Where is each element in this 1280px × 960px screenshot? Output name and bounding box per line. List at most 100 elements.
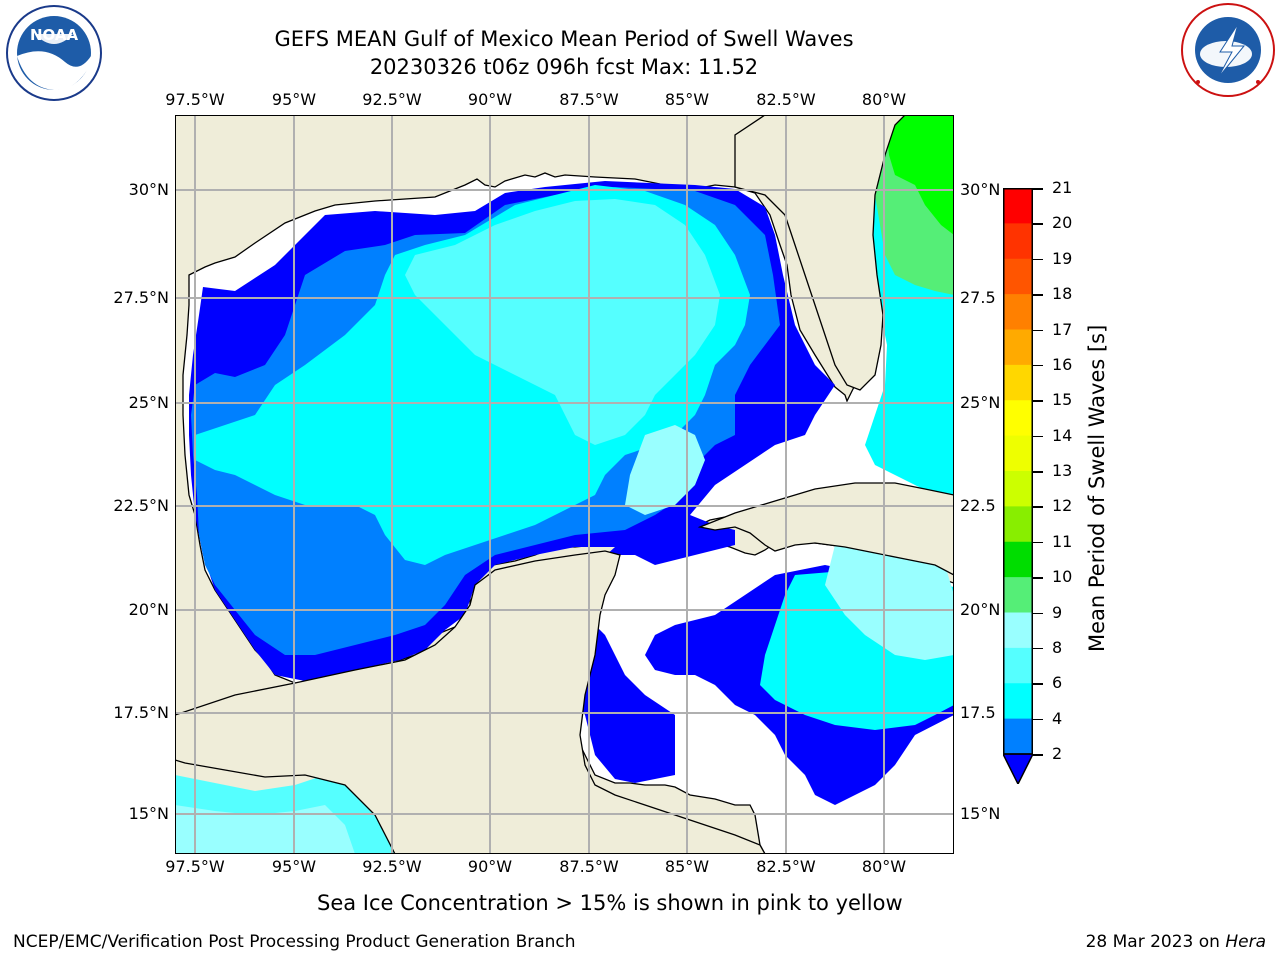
colorbar-extension: [1001, 753, 1035, 786]
gulf-swell-period-map: [175, 115, 954, 854]
colorbar-tick: [1033, 188, 1043, 190]
colorbar-bin: [1003, 329, 1033, 366]
colorbar-tick-label: 21: [1052, 178, 1073, 197]
colorbar-tick: [1033, 400, 1043, 402]
colorbar-tick-label: 8: [1052, 637, 1063, 657]
colorbar-bin: [1003, 718, 1033, 755]
colorbar-bin: [1003, 541, 1033, 578]
colorbar-tick: [1033, 364, 1043, 367]
colorbar-bin: [1003, 612, 1033, 649]
colorbar-tick: [1033, 541, 1043, 544]
colorbar-tick-label: 4: [1052, 708, 1063, 728]
colorbar-tick-label: 9: [1052, 602, 1063, 622]
lat-tick-label: 27.5: [960, 288, 996, 307]
colorbar-bin: [1003, 223, 1033, 260]
colorbar-tick: [1033, 506, 1043, 508]
colorbar-tick-label: 6: [1052, 673, 1063, 693]
colorbar-bin: [1003, 435, 1033, 472]
lon-tick-label: 97.5°W: [165, 90, 225, 109]
lon-tick-label: 87.5°W: [559, 90, 619, 109]
lat-tick-label: 20°N: [960, 600, 1001, 619]
lon-tick-label: 90°W: [467, 857, 513, 876]
colorbar-tick: [1033, 683, 1043, 685]
colorbar-tick: [1033, 612, 1043, 614]
lon-tick-label: 82.5°W: [756, 857, 816, 876]
lat-tick-label: 15°N: [128, 804, 169, 823]
colorbar-bin: [1003, 577, 1033, 613]
lon-tick-label: 85°W: [664, 857, 710, 876]
colorbar-tick-label: 19: [1052, 248, 1073, 268]
lat-tick-label: 22.5°N: [113, 496, 169, 515]
lon-tick-label: 87.5°W: [559, 857, 619, 876]
colorbar-bin: [1003, 188, 1033, 224]
colorbar-tick-label: 2: [1052, 744, 1063, 763]
contour-8-9s: [405, 199, 720, 445]
colorbar-tick-label: 14: [1052, 425, 1073, 445]
lat-tick-label: 20°N: [128, 600, 169, 619]
lat-tick-label: 30°N: [960, 180, 1001, 199]
nws-logo: [1181, 3, 1275, 97]
colorbar-bin: [1003, 258, 1033, 295]
noaa-logo-text: NOAA: [30, 26, 79, 44]
lon-tick-label: 95°W: [271, 857, 317, 876]
land-florida: [734, 115, 906, 391]
colorbar: [1001, 188, 1035, 786]
contour-9-10s: [625, 425, 705, 515]
colorbar-bin: [1003, 683, 1033, 720]
colorbar-tick: [1033, 294, 1043, 296]
colorbar-tick: [1033, 718, 1043, 721]
colorbar-tick-label: 11: [1052, 531, 1073, 551]
lat-tick-label: 22.5: [960, 496, 996, 515]
footer-date-text: 28 Mar 2023 on: [1085, 932, 1226, 952]
footer-credit: NCEP/EMC/Verification Post Processing Pr…: [13, 932, 576, 952]
colorbar-tick: [1033, 577, 1043, 579]
footer-machine: Hera: [1225, 932, 1266, 952]
lon-tick-label: 80°W: [861, 857, 907, 876]
colorbar-tick-label: 17: [1052, 319, 1073, 339]
lon-tick-label: 97.5°W: [165, 857, 225, 876]
colorbar-tick: [1033, 435, 1043, 438]
lat-tick-label: 15°N: [960, 804, 1001, 823]
colorbar-frame: [1003, 188, 1033, 755]
lat-tick-label: 27.5°N: [113, 288, 169, 307]
colorbar-tick-label: 13: [1052, 461, 1073, 480]
colorbar-title: Mean Period of Swell Waves [s]: [1085, 324, 1109, 652]
lon-tick-label: 95°W: [271, 90, 317, 109]
lat-tick-label: 17.5°N: [113, 703, 169, 722]
colorbar-bin: [1003, 647, 1033, 684]
colorbar-bin: [1003, 294, 1033, 330]
colorbar-tick: [1033, 471, 1043, 473]
contour-pacific-light: [175, 805, 355, 854]
colorbar-bin: [1003, 506, 1033, 543]
colorbar-tick-label: 15: [1052, 390, 1073, 410]
colorbar-ramp: [1001, 188, 1035, 786]
colorbar-tick: [1033, 754, 1043, 756]
sea-ice-caption: Sea Ice Concentration > 15% is shown in …: [317, 891, 903, 915]
colorbar-tick: [1033, 223, 1043, 225]
contour-atlantic-bright-green: [885, 115, 954, 235]
contour-caribbean-light: [825, 545, 954, 660]
colorbar-bin: [1003, 471, 1033, 507]
colorbar-tick-label: 12: [1052, 496, 1073, 516]
colorbar-tick-label: 20: [1052, 213, 1073, 233]
lon-tick-label: 82.5°W: [756, 90, 816, 109]
colorbar-bin: [1003, 364, 1033, 401]
colorbar-tick: [1033, 329, 1043, 331]
lon-tick-label: 85°W: [664, 90, 710, 109]
lat-tick-label: 30°N: [128, 180, 169, 199]
noaa-logo: NOAA: [6, 5, 102, 101]
graticule: [175, 115, 954, 854]
lat-tick-label: 25°N: [128, 393, 169, 412]
lon-tick-label: 80°W: [861, 90, 907, 109]
lat-tick-label: 17.5: [960, 703, 996, 722]
lon-tick-label: 92.5°W: [362, 90, 422, 109]
map-subtitle: 20230326 t06z 096h fcst Max: 11.52: [369, 55, 759, 79]
lat-tick-label: 25°N: [960, 393, 1001, 412]
colorbar-tick-label: 16: [1052, 354, 1073, 374]
colorbar-tick-label: 10: [1052, 567, 1073, 587]
colorbar-tick: [1033, 647, 1043, 650]
colorbar-tick: [1033, 258, 1043, 261]
colorbar-bin: [1003, 400, 1033, 437]
map-title: GEFS MEAN Gulf of Mexico Mean Period of …: [274, 27, 854, 51]
lon-tick-label: 92.5°W: [362, 857, 422, 876]
